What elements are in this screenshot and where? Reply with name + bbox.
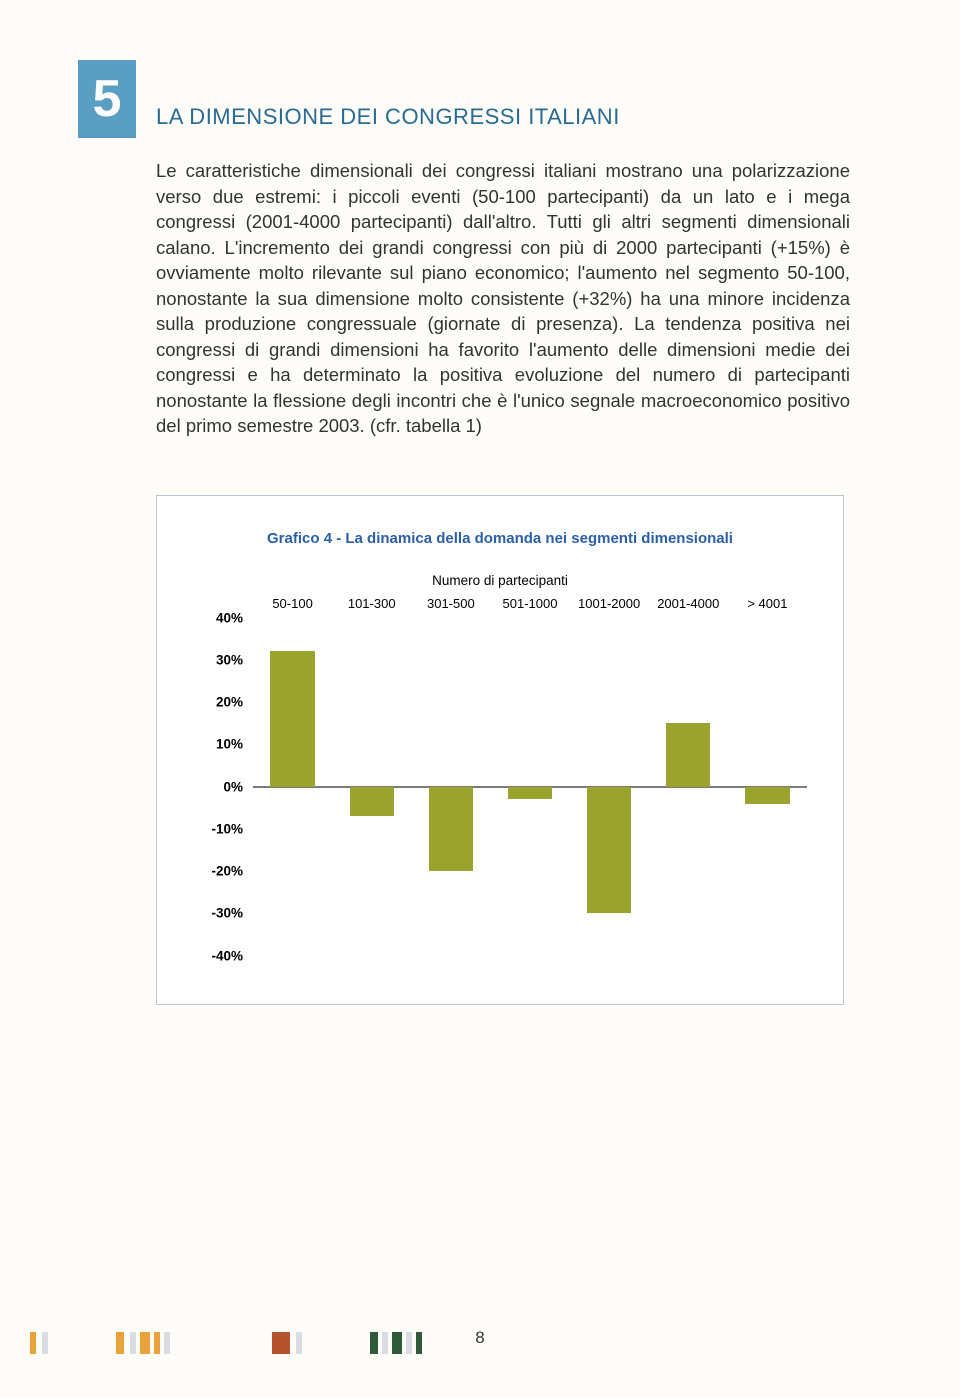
x-tick-label: 501-1000 — [490, 596, 569, 611]
bar-slot — [570, 618, 649, 956]
chapter-number-badge: 5 — [78, 60, 136, 138]
bar — [587, 787, 631, 914]
footer-stripe — [164, 1332, 170, 1354]
y-tick-label: -40% — [211, 948, 243, 963]
y-tick-label: 10% — [216, 737, 243, 752]
y-tick-label: 0% — [223, 779, 243, 794]
chart-plot-area: 50-100101-300301-500501-10001001-2000200… — [193, 596, 807, 956]
footer-stripe — [370, 1332, 378, 1354]
bar — [350, 787, 394, 817]
footer-stripe — [296, 1332, 302, 1354]
bar — [270, 651, 314, 786]
bar-slot — [728, 618, 807, 956]
chart-title: Grafico 4 - La dinamica della domanda ne… — [193, 530, 807, 547]
chart-subtitle: Numero di partecipanti — [193, 573, 807, 588]
footer-stripe — [130, 1332, 136, 1354]
document-page: 5 LA DIMENSIONE DEI CONGRESSI ITALIANI L… — [0, 0, 960, 1398]
bar-slot — [411, 618, 490, 956]
body-paragraph: Le caratteristiche dimensionali dei cong… — [156, 158, 850, 439]
bar-slot — [253, 618, 332, 956]
plot-region — [253, 618, 807, 956]
bar-slot — [490, 618, 569, 956]
footer-stripe — [42, 1332, 48, 1354]
bar-slot — [649, 618, 728, 956]
footer-stripe — [406, 1332, 412, 1354]
footer-stripe — [392, 1332, 402, 1354]
x-tick-label: 2001-4000 — [649, 596, 728, 611]
bar — [429, 787, 473, 872]
footer-stripe — [30, 1332, 36, 1354]
footer-stripe — [140, 1332, 150, 1354]
footer-stripe — [154, 1332, 160, 1354]
y-tick-label: -10% — [211, 821, 243, 836]
x-tick-label: 50-100 — [253, 596, 332, 611]
bar — [666, 723, 710, 786]
x-tick-label: > 4001 — [728, 596, 807, 611]
footer-stripe — [382, 1332, 388, 1354]
section-heading: LA DIMENSIONE DEI CONGRESSI ITALIANI — [156, 104, 850, 130]
y-tick-label: -20% — [211, 864, 243, 879]
y-tick-label: -30% — [211, 906, 243, 921]
y-tick-label: 40% — [216, 610, 243, 625]
bar — [745, 787, 789, 804]
bars-group — [253, 618, 807, 956]
y-axis-labels: 40%30%20%10%0%-10%-20%-30%-40% — [193, 618, 249, 956]
y-tick-label: 30% — [216, 652, 243, 667]
bar — [508, 787, 552, 800]
bar-slot — [332, 618, 411, 956]
x-tick-label: 301-500 — [411, 596, 490, 611]
page-footer: 8 — [0, 1328, 960, 1354]
x-tick-label: 101-300 — [332, 596, 411, 611]
footer-stripe — [272, 1332, 290, 1354]
x-axis-labels: 50-100101-300301-500501-10001001-2000200… — [253, 596, 807, 611]
footer-stripe — [416, 1332, 422, 1354]
x-tick-label: 1001-2000 — [570, 596, 649, 611]
y-tick-label: 20% — [216, 695, 243, 710]
footer-stripe — [116, 1332, 124, 1354]
chart-container: Grafico 4 - La dinamica della domanda ne… — [156, 495, 844, 1005]
page-number: 8 — [475, 1328, 484, 1348]
